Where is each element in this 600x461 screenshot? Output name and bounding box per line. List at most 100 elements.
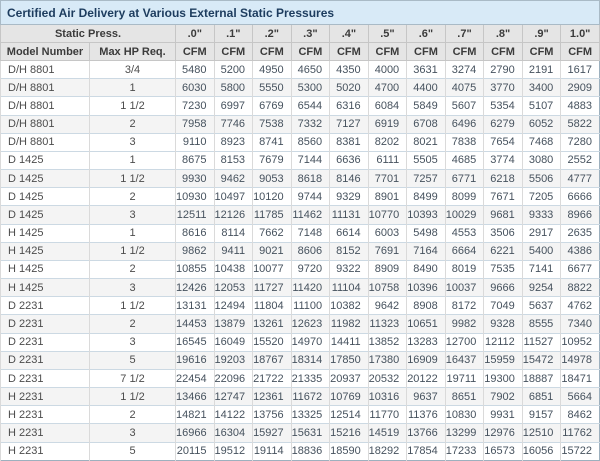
max-hp-cell: 1 1/2 [89, 296, 176, 315]
table-row: D 1425 1 8675 8153 7679 7144 6636 6111 5505 4685 3… [0, 150, 600, 170]
cfm-value-cell: 3631 [406, 59, 446, 79]
cfm-value-cell: 4777 [560, 169, 600, 188]
cfm-value-cell: 6544 [290, 96, 330, 116]
cfm-value-cell: 11804 [252, 296, 292, 315]
max-hp-cell: 3 [89, 278, 176, 297]
table-row: H 2231 5 20115 19512 19114 18836 18590 18292 178… [0, 441, 600, 461]
cfm-value-cell: 13766 [406, 423, 446, 443]
cfm-value-cell: 11420 [290, 278, 330, 297]
cfm-value-cell: 10077 [252, 259, 292, 279]
model-cell: D/H 8801 [0, 59, 90, 79]
table-row: D 1425 3 12511 12126 11785 11462 11131 10770 103… [0, 205, 600, 225]
cfm-value-cell: 6769 [252, 96, 292, 116]
cfm-value-cell: 14519 [367, 423, 407, 443]
model-cell: D 2231 [0, 368, 90, 388]
cfm-value-cell: 7671 [483, 187, 523, 206]
cfm-value-cell: 10438 [213, 259, 253, 279]
cfm-value-cell: 18590 [329, 441, 369, 461]
cfm-unit-header: CFM [367, 42, 408, 61]
max-hp-cell: 5 [89, 441, 176, 461]
table-row: H 1425 1 8616 8114 7662 7148 6614 6003 5498 4553 3… [0, 223, 600, 243]
cfm-value-cell: 10029 [444, 205, 484, 225]
model-cell: H 2231 [0, 423, 90, 443]
cfm-value-cell: 9982 [444, 314, 484, 334]
cfm-value-cell: 5480 [175, 59, 215, 79]
cfm-unit-header: CFM [560, 42, 600, 61]
cfm-value-cell: 9720 [290, 259, 330, 279]
max-hp-cell: 1 [89, 223, 176, 243]
max-hp-cell: 1 [89, 150, 176, 170]
cfm-value-cell: 21335 [290, 368, 330, 388]
cfm-value-cell: 10316 [367, 387, 407, 406]
cfm-value-cell: 8560 [290, 132, 330, 152]
cfm-value-cell: 6997 [213, 96, 253, 116]
model-cell: D 2231 [0, 332, 90, 352]
cfm-unit-header: CFM [175, 42, 215, 61]
cfm-value-cell: 6111 [367, 150, 407, 170]
cfm-value-cell: 8616 [175, 223, 215, 243]
cfm-value-cell: 7958 [175, 114, 215, 134]
table-row: H 1425 2 10855 10438 10077 9720 9322 8909 8490 80… [0, 259, 600, 279]
cfm-value-cell: 10037 [444, 278, 484, 297]
cfm-value-cell: 7691 [367, 241, 407, 261]
cfm-value-cell: 3274 [444, 59, 484, 79]
cfm-value-cell: 10382 [329, 296, 369, 315]
cfm-value-cell: 4762 [560, 296, 600, 315]
cfm-value-cell: 16049 [213, 332, 253, 352]
cfm-value-cell: 5200 [213, 59, 253, 79]
cfm-value-cell: 11131 [329, 205, 369, 225]
cfm-value-cell: 8099 [444, 187, 484, 206]
cfm-unit-header: CFM [329, 42, 369, 61]
cfm-value-cell: 4685 [444, 150, 484, 170]
cfm-value-cell: 11376 [406, 405, 446, 424]
cfm-value-cell: 16437 [444, 350, 484, 370]
pressure-header: .1" [213, 24, 254, 43]
cfm-value-cell: 7838 [444, 132, 484, 152]
cfm-value-cell: 2635 [560, 223, 600, 243]
model-cell: H 2231 [0, 405, 90, 424]
cfm-value-cell: 4400 [406, 78, 446, 97]
cfm-value-cell: 6614 [329, 223, 369, 243]
table-row: D 2231 1 1/2 13131 12494 11804 11100 10382 9642… [0, 296, 600, 315]
cfm-value-cell: 13261 [252, 314, 292, 334]
cfm-value-cell: 13131 [175, 296, 215, 315]
cfm-value-cell: 11762 [560, 423, 600, 443]
cfm-value-cell: 19616 [175, 350, 215, 370]
cfm-value-cell: 11100 [290, 296, 330, 315]
cfm-value-cell: 7148 [290, 223, 330, 243]
cfm-value-cell: 3506 [483, 223, 523, 243]
cfm-value-cell: 11323 [367, 314, 407, 334]
max-hp-cell: 2 [89, 314, 176, 334]
cfm-value-cell: 9637 [406, 387, 446, 406]
table-row: D 2231 7 1/2 22454 22096 21722 21335 20937 2053… [0, 368, 600, 388]
max-hp-header: Max HP Req. [89, 42, 176, 61]
model-cell: H 1425 [0, 241, 90, 261]
cfm-value-cell: 5800 [213, 78, 253, 97]
cfm-unit-header: CFM [406, 42, 446, 61]
cfm-value-cell: 18887 [521, 368, 561, 388]
cfm-value-cell: 5822 [560, 114, 600, 134]
cfm-value-cell: 7205 [521, 187, 561, 206]
max-hp-cell: 7 1/2 [89, 368, 176, 388]
cfm-value-cell: 9642 [367, 296, 407, 315]
cfm-value-cell: 4350 [329, 59, 369, 79]
cfm-value-cell: 5607 [444, 96, 484, 116]
pressure-header: .2" [252, 24, 292, 43]
cfm-value-cell: 10497 [213, 187, 253, 206]
cfm-value-cell: 9322 [329, 259, 369, 279]
cfm-value-cell: 11672 [290, 387, 330, 406]
model-cell: D 2231 [0, 314, 90, 334]
max-hp-cell: 2 [89, 187, 176, 206]
cfm-value-cell: 10855 [175, 259, 215, 279]
table-body: D/H 8801 3/4 5480 5200 4950 4650 4350 4000 3631 3… [0, 59, 600, 461]
cfm-value-cell: 4386 [560, 241, 600, 261]
cfm-value-cell: 5300 [290, 78, 330, 97]
table-row: D 1425 1 1/2 9930 9462 9053 8618 8146 7701 7257 6… [0, 169, 600, 188]
cfm-value-cell: 7141 [521, 259, 561, 279]
cfm-value-cell: 13283 [406, 332, 446, 352]
model-cell: H 1425 [0, 259, 90, 279]
table-row: D/H 8801 3 9110 8923 8741 8560 8381 8202 8021 783… [0, 132, 600, 152]
cfm-value-cell: 9328 [483, 314, 523, 334]
max-hp-cell: 3 [89, 332, 176, 352]
